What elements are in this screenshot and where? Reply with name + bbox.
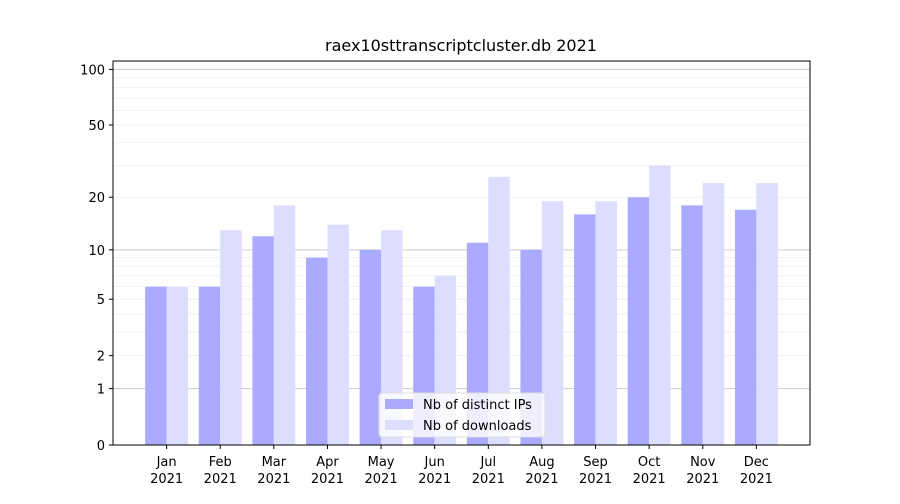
bar <box>702 183 725 445</box>
x-tick-label: Sep 2021 <box>579 455 612 487</box>
y-tick-label: 5 <box>97 293 105 308</box>
bar <box>574 214 596 445</box>
bar <box>252 236 274 445</box>
x-tick-label: Nov 2021 <box>686 455 719 487</box>
legend-swatch <box>385 420 413 430</box>
y-tick-label: 2 <box>97 350 105 365</box>
legend-box <box>378 392 546 438</box>
bar <box>541 201 564 445</box>
bar <box>273 205 296 445</box>
bar <box>681 205 703 445</box>
y-tick-label: 100 <box>80 63 105 78</box>
x-tick-label: Jul 2021 <box>472 455 505 487</box>
bar <box>166 286 189 445</box>
bar <box>359 249 382 445</box>
x-tick-label: Mar 2021 <box>257 455 290 487</box>
y-tick-label: 20 <box>88 191 105 206</box>
legend-label: Nb of distinct IPs <box>423 398 532 413</box>
bar <box>595 201 617 445</box>
legend-label: Nb of downloads <box>423 419 532 434</box>
bar <box>198 286 221 445</box>
y-tick-label: 10 <box>88 244 105 259</box>
x-tick-label: May 2021 <box>365 455 398 487</box>
x-tick-label: Feb 2021 <box>204 455 237 487</box>
y-tick-label: 0 <box>97 439 105 454</box>
bar <box>734 209 757 445</box>
x-tick-label: Jan 2021 <box>150 455 183 487</box>
legend-swatch <box>385 399 413 409</box>
x-tick-label: Aug 2021 <box>525 455 558 487</box>
bar <box>649 165 671 445</box>
chart-title: raex10sttranscriptcluster.db 2021 <box>325 36 597 55</box>
plot-frame <box>112 60 811 446</box>
bar <box>756 183 778 445</box>
x-tick-label: Oct 2021 <box>633 455 666 487</box>
bar <box>327 224 349 445</box>
bar <box>306 257 328 445</box>
legend: Nb of distinct IPs Nb of downloads <box>378 392 546 438</box>
bar <box>627 197 650 445</box>
y-tick-label: 1 <box>97 383 105 398</box>
x-tick-label: Dec 2021 <box>740 455 773 487</box>
bar <box>220 230 242 445</box>
bar <box>381 230 403 445</box>
bar <box>488 176 510 445</box>
x-tick-label: Jun 2021 <box>418 455 451 487</box>
x-tick-label: Apr 2021 <box>311 455 344 487</box>
y-tick-label: 50 <box>88 119 105 134</box>
bar <box>145 286 167 445</box>
